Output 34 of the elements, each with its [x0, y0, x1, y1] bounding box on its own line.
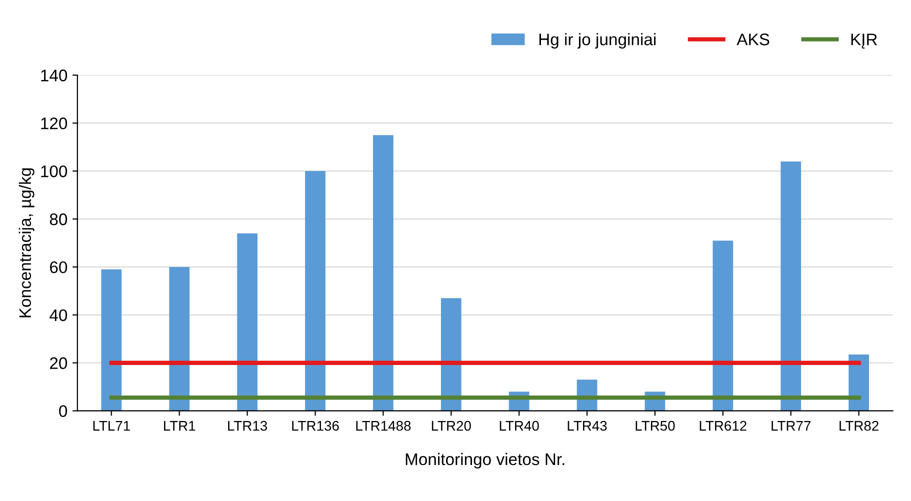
legend-label: KĮR — [851, 34, 878, 49]
legend-label: Hg ir jo junginiai — [539, 33, 656, 49]
x-tick-label: LTR40 — [500, 420, 539, 431]
x-tick-label: LTR136 — [292, 420, 339, 431]
x-tick-label: LTR77 — [772, 421, 810, 431]
x-tick-label: LTL71 — [93, 421, 130, 431]
x-axis-title: Monitoringo vietos Nr. — [406, 452, 564, 468]
y-axis-title: Koncentracija, µg/kg — [18, 168, 34, 318]
x-tick-label: LTR82 — [840, 420, 878, 431]
x-tick-label: LTR20 — [432, 420, 471, 431]
y-tick-label: 100 — [41, 165, 68, 178]
x-tick-label: LTR612 — [700, 420, 746, 431]
y-tick-label: 60 — [50, 261, 68, 274]
bar — [848, 354, 869, 411]
y-tick-label: 20 — [50, 357, 68, 370]
x-tick-label: LTR1 — [164, 421, 196, 431]
x-tick-label: LTR13 — [228, 420, 268, 431]
bar — [440, 298, 462, 411]
y-tick-label: 80 — [50, 213, 68, 226]
y-tick-label: 0 — [59, 405, 68, 418]
bar — [373, 135, 394, 411]
y-tick-label: 40 — [50, 309, 68, 322]
bar — [780, 161, 802, 411]
y-tick-label: 140 — [41, 70, 68, 82]
y-tick-label: 120 — [41, 118, 68, 130]
bar — [169, 266, 190, 411]
legend-label: AKS — [736, 34, 770, 46]
bar — [237, 233, 258, 411]
x-tick-label: LTR1488 — [356, 420, 411, 431]
x-tick-label: LTR50 — [636, 420, 675, 431]
x-tick-label: LTR43 — [568, 420, 607, 431]
bar — [305, 171, 326, 411]
bar — [712, 240, 734, 411]
bar — [101, 269, 122, 411]
